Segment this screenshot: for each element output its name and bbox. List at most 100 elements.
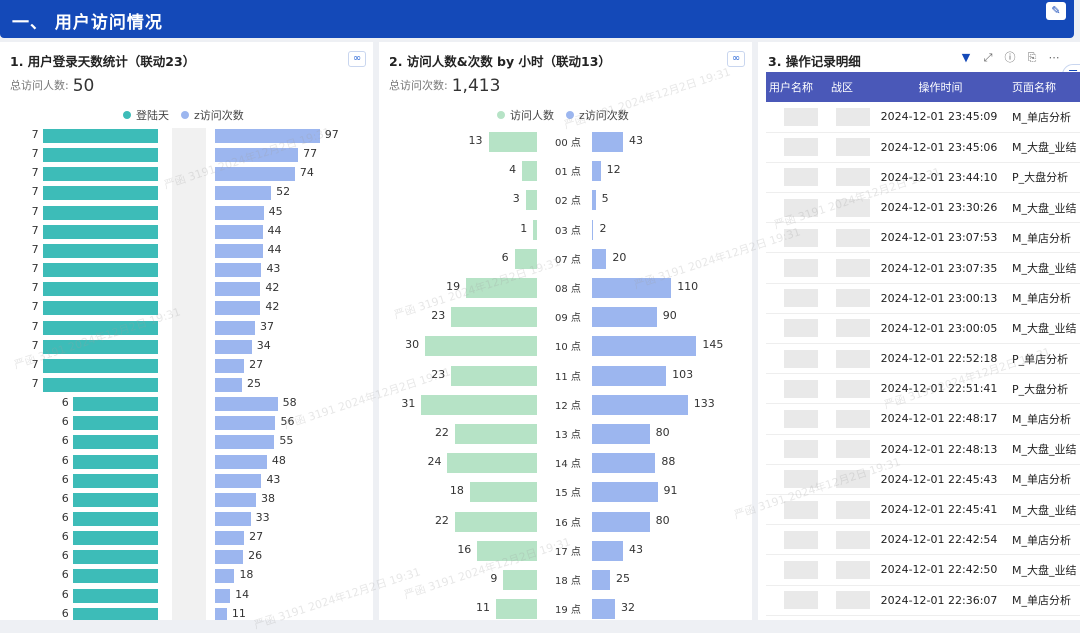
visit-count-bar[interactable] — [215, 320, 255, 335]
visit-count-bar[interactable] — [215, 224, 263, 239]
visitor-count-bar[interactable] — [425, 336, 537, 357]
visit-count-bar[interactable] — [215, 492, 257, 507]
visitor-count-bar[interactable] — [522, 161, 537, 182]
visitor-count-bar[interactable] — [454, 511, 537, 532]
visit-count-bar[interactable] — [215, 588, 231, 603]
hourly-visit-bar[interactable] — [592, 540, 623, 561]
visit-count-bar[interactable] — [215, 358, 245, 373]
hourly-visit-bar[interactable] — [592, 307, 657, 328]
visitor-count-bar[interactable] — [466, 278, 537, 298]
table-row[interactable]: 2024-12-01 23:44:10 P_大盘分析 — [766, 162, 1080, 194]
login-days-bar[interactable] — [72, 569, 158, 584]
login-days-bar[interactable] — [42, 205, 158, 220]
hourly-visit-bar[interactable] — [592, 132, 623, 152]
visit-count-bar[interactable] — [215, 129, 320, 143]
visitor-count-bar[interactable] — [503, 570, 537, 590]
login-days-bar[interactable] — [42, 263, 158, 278]
hourly-visit-bar[interactable] — [592, 394, 688, 415]
visitor-count-bar[interactable] — [514, 248, 537, 269]
visitor-count-bar[interactable] — [451, 307, 537, 328]
visitor-count-bar[interactable] — [533, 219, 537, 240]
visit-count-bar[interactable] — [215, 454, 267, 469]
column-header-area[interactable]: 战区 — [828, 72, 878, 102]
login-days-bar[interactable] — [72, 607, 158, 620]
login-days-bar[interactable] — [72, 492, 158, 507]
visit-count-bar[interactable] — [215, 339, 252, 354]
column-header-time[interactable]: 操作时间 — [878, 72, 1000, 102]
visit-count-bar[interactable] — [215, 186, 272, 201]
column-header-page[interactable]: 页面名称 — [1000, 72, 1080, 102]
legend-item[interactable]: 登陆天 — [123, 107, 169, 123]
table-row[interactable]: 2024-12-01 22:45:43 M_单店分析 — [766, 464, 1080, 495]
visitor-count-bar[interactable] — [488, 132, 537, 152]
link-icon[interactable]: ∞ — [348, 51, 366, 67]
login-days-bar[interactable] — [42, 301, 158, 316]
table-row[interactable]: 2024-12-01 23:07:35 M_大盘_业结 — [766, 252, 1080, 284]
table-row[interactable]: 2024-12-01 22:52:18 P_单店分析 — [766, 343, 1080, 375]
hourly-visit-bar[interactable] — [592, 248, 607, 269]
login-days-bar[interactable] — [42, 377, 158, 392]
login-days-bar[interactable] — [42, 167, 158, 182]
hourly-visit-bar[interactable] — [592, 424, 650, 444]
info-icon[interactable]: ⓘ — [1004, 51, 1016, 64]
table-row[interactable]: 2024-12-01 23:30:26 M_大盘_业结 — [766, 192, 1080, 224]
visit-count-bar[interactable] — [215, 377, 242, 392]
hourly-visit-bar[interactable] — [592, 161, 601, 182]
table-row[interactable]: 2024-12-01 22:42:54 M_单店分析 — [766, 524, 1080, 556]
login-days-bar[interactable] — [42, 243, 158, 258]
visitor-count-bar[interactable] — [477, 540, 537, 561]
login-days-bar[interactable] — [72, 512, 158, 526]
table-row[interactable]: 2024-12-01 22:36:07 M_单店分析 — [766, 585, 1080, 616]
visit-count-bar[interactable] — [215, 148, 299, 163]
login-days-bar[interactable] — [72, 550, 158, 565]
login-days-bar[interactable] — [42, 339, 158, 354]
table-row[interactable]: 2024-12-01 22:42:50 M_大盘_业结 — [766, 554, 1080, 586]
visitor-count-bar[interactable] — [525, 190, 537, 211]
visit-count-bar[interactable] — [215, 243, 263, 258]
more-icon[interactable]: ⋯ — [1048, 51, 1060, 64]
login-days-bar[interactable] — [72, 531, 158, 546]
visitor-count-bar[interactable] — [421, 394, 537, 415]
visit-count-bar[interactable] — [215, 550, 244, 565]
legend-item[interactable]: z访问次数 — [181, 107, 244, 123]
visit-count-bar[interactable] — [215, 397, 278, 412]
hourly-visit-bar[interactable] — [592, 599, 616, 620]
login-days-bar[interactable] — [72, 435, 158, 450]
visit-count-bar[interactable] — [215, 435, 275, 450]
legend-item[interactable]: z访问次数 — [566, 107, 629, 123]
table-row[interactable]: 2024-12-01 23:45:09 M_单店分析 — [766, 102, 1080, 133]
table-row[interactable]: 2024-12-01 22:45:41 M_大盘_业结 — [766, 494, 1080, 526]
table-row[interactable]: 2024-12-01 22:48:17 M_单店分析 — [766, 403, 1080, 435]
hourly-visit-bar[interactable] — [592, 336, 697, 357]
hourly-visit-bar[interactable] — [592, 278, 672, 298]
visit-count-bar[interactable] — [215, 531, 245, 546]
filter-icon[interactable]: ▼ — [961, 51, 971, 64]
visit-count-bar[interactable] — [215, 301, 261, 316]
visit-count-bar[interactable] — [215, 473, 262, 488]
link-icon[interactable]: ∞ — [727, 51, 745, 67]
visitor-count-bar[interactable] — [451, 365, 537, 386]
visit-count-bar[interactable] — [215, 167, 295, 182]
legend-item[interactable]: 访问人数 — [497, 107, 554, 123]
table-row[interactable]: 2024-12-01 23:45:06 M_大盘_业结 — [766, 132, 1080, 163]
visitor-count-bar[interactable] — [469, 482, 537, 503]
hourly-visit-bar[interactable] — [592, 570, 610, 590]
visit-count-bar[interactable] — [215, 569, 235, 584]
login-days-bar[interactable] — [42, 186, 158, 201]
visitor-count-bar[interactable] — [447, 453, 537, 474]
pin-icon[interactable]: ✎ — [1046, 2, 1066, 20]
visit-count-bar[interactable] — [215, 512, 251, 526]
expand-icon[interactable]: ⤢ — [983, 51, 993, 64]
login-days-bar[interactable] — [42, 320, 158, 335]
column-header-user[interactable]: 用户名称 — [766, 72, 828, 102]
login-days-bar[interactable] — [72, 416, 158, 431]
visitor-count-bar[interactable] — [495, 599, 537, 620]
visit-count-bar[interactable] — [215, 416, 276, 431]
visitor-count-bar[interactable] — [454, 424, 537, 444]
hourly-visit-bar[interactable] — [592, 453, 656, 474]
visit-count-bar[interactable] — [215, 282, 261, 297]
login-days-bar[interactable] — [42, 358, 158, 373]
table-row[interactable]: 2024-12-01 22:48:13 M_大盘_业结 — [766, 434, 1080, 465]
hourly-visit-bar[interactable] — [592, 482, 658, 503]
login-days-bar[interactable] — [42, 282, 158, 297]
